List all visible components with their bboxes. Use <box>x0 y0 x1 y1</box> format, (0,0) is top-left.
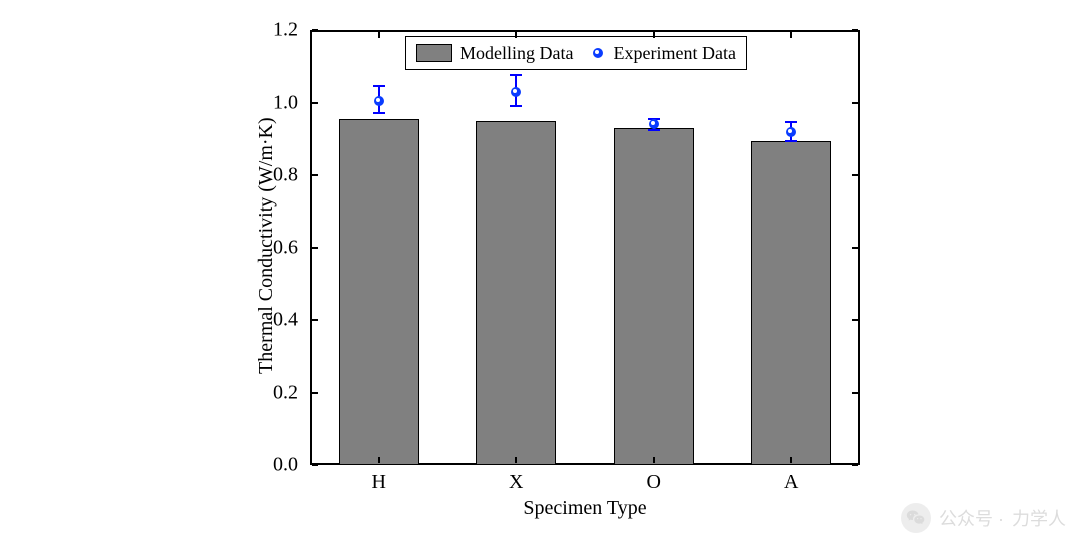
x-axis-label: Specimen Type <box>505 497 665 520</box>
xtick-mark <box>653 457 655 463</box>
ytick-mark <box>852 29 858 31</box>
ytick-mark <box>312 29 318 31</box>
legend: Modelling Data Experiment Data <box>405 36 747 70</box>
ytick-mark <box>852 247 858 249</box>
ytick-mark <box>312 174 318 176</box>
ytick-mark <box>852 392 858 394</box>
watermark-prefix: 公众号 · <box>939 505 1004 531</box>
xtick-mark <box>515 457 517 463</box>
ytick-mark <box>312 392 318 394</box>
ytick-mark <box>852 102 858 104</box>
scatter-marker-inner <box>788 129 792 133</box>
watermark-name: 力学人 <box>1012 505 1066 531</box>
legend-item: Modelling Data <box>416 43 573 64</box>
error-cap <box>785 140 797 142</box>
xtick-mark <box>653 32 655 38</box>
xtick-mark <box>790 32 792 38</box>
xtick-mark <box>515 32 517 38</box>
bar <box>476 121 556 465</box>
legend-label: Modelling Data <box>460 43 573 64</box>
error-cap <box>373 85 385 87</box>
xtick-label: H <box>372 471 386 494</box>
ytick-mark <box>852 464 858 466</box>
bar <box>751 141 831 465</box>
xtick-label: A <box>784 471 798 494</box>
error-cap <box>510 105 522 107</box>
legend-swatch <box>416 44 452 62</box>
error-cap <box>510 74 522 76</box>
ytick-mark <box>852 319 858 321</box>
ytick-mark <box>312 319 318 321</box>
legend-item: Experiment Data <box>591 43 735 64</box>
ytick-mark <box>312 464 318 466</box>
ytick-mark <box>852 174 858 176</box>
xtick-mark <box>378 457 380 463</box>
xtick-mark <box>378 32 380 38</box>
chart-container: Thermal Conductivity (W/m·K) Specimen Ty… <box>200 10 880 530</box>
error-cap <box>373 112 385 114</box>
scatter-marker-inner <box>513 89 517 93</box>
xtick-mark <box>790 457 792 463</box>
legend-label: Experiment Data <box>613 43 735 64</box>
scatter-marker-inner <box>376 98 380 102</box>
bar <box>339 119 419 465</box>
ytick-mark <box>312 102 318 104</box>
xtick-label: X <box>509 471 523 494</box>
scatter-marker-inner <box>651 121 655 125</box>
bar <box>614 128 694 465</box>
ytick-mark <box>312 247 318 249</box>
error-cap <box>785 121 797 123</box>
watermark: 公众号 · 力学人 <box>901 503 1066 533</box>
xtick-label: O <box>647 471 661 494</box>
wechat-icon <box>901 503 931 533</box>
